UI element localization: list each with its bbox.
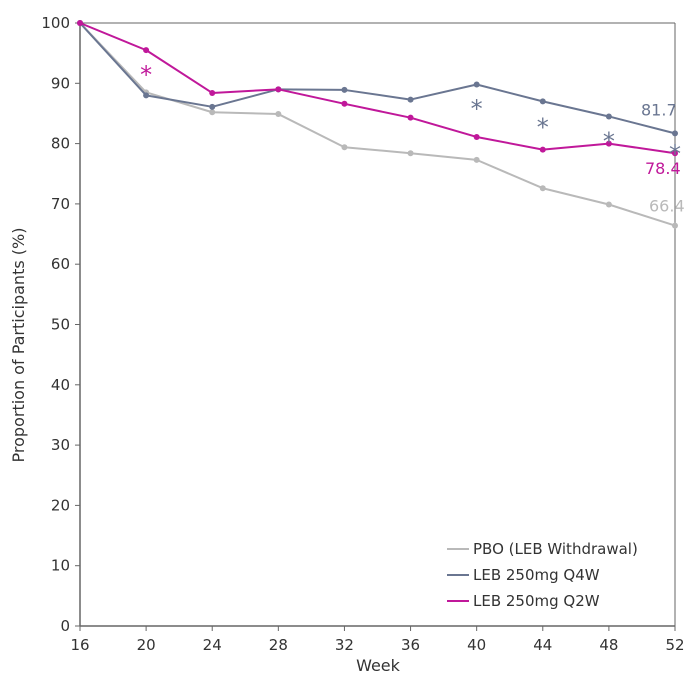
- x-tick-label: 48: [599, 636, 618, 654]
- x-tick-label: 32: [335, 636, 354, 654]
- data-point: [605, 201, 612, 208]
- y-tick-label: 30: [51, 436, 70, 454]
- data-point: [539, 146, 546, 153]
- legend-label: LEB 250mg Q2W: [473, 592, 600, 610]
- y-tick-label: 40: [51, 376, 70, 394]
- series-3: 78.4: [77, 20, 681, 178]
- x-tick-label: 20: [137, 636, 156, 654]
- data-point: [77, 20, 83, 26]
- data-point: [539, 98, 546, 105]
- y-axis-label: Proportion of Participants (%): [9, 228, 28, 463]
- data-point: [143, 92, 150, 99]
- annotation-layer: * * * * *: [140, 61, 681, 168]
- series-line: [79, 22, 676, 227]
- series-layer: 66.4 81.7 78.4: [77, 20, 685, 229]
- significance-marker: *: [537, 114, 549, 142]
- x-axis-label: Week: [356, 656, 401, 675]
- data-point: [209, 103, 216, 110]
- x-tick-label: 52: [665, 636, 684, 654]
- data-point: [209, 109, 216, 116]
- x-tick-label: 24: [203, 636, 222, 654]
- data-point: [341, 86, 348, 93]
- legend-label: PBO (LEB Withdrawal): [473, 540, 638, 558]
- y-tick-label: 50: [51, 316, 70, 334]
- data-point: [672, 222, 678, 229]
- y-tick-label: 20: [51, 496, 70, 514]
- data-point: [407, 150, 414, 157]
- data-point: [605, 140, 612, 147]
- y-tick-label: 90: [51, 74, 70, 92]
- y-tick-label: 0: [60, 617, 70, 635]
- series-line: [79, 22, 676, 155]
- data-point: [473, 156, 480, 163]
- y-tick-label: 70: [51, 195, 70, 213]
- axes: 0 10 20 30 40 50 60 70 80 90 100 16 20 24 28 32 36 40 44 48…: [41, 14, 684, 654]
- y-tick-label: 80: [51, 135, 70, 153]
- series-line: [79, 22, 676, 135]
- significance-marker: *: [140, 61, 152, 89]
- data-point: [341, 100, 348, 107]
- data-point: [209, 89, 216, 96]
- data-point: [672, 130, 678, 137]
- x-tick-label: 44: [533, 636, 552, 654]
- data-point: [407, 96, 414, 103]
- data-point: [275, 86, 282, 93]
- legend-label: LEB 250mg Q4W: [473, 566, 600, 584]
- data-point: [407, 114, 414, 121]
- data-point: [605, 113, 612, 120]
- legend: PBO (LEB Withdrawal) LEB 250mg Q4W LEB 250…: [447, 540, 638, 610]
- x-tick-label: 36: [401, 636, 420, 654]
- data-point: [143, 47, 150, 54]
- data-point: [672, 150, 678, 157]
- y-tick-label: 100: [41, 14, 70, 32]
- end-value-label: 78.4: [645, 159, 681, 178]
- significance-marker: *: [471, 95, 483, 123]
- legend-item: LEB 250mg Q2W: [447, 592, 600, 610]
- data-point: [473, 133, 480, 140]
- y-tick-label: 10: [51, 557, 70, 575]
- series-2: 81.7: [77, 20, 678, 137]
- end-value-label: 81.7: [641, 100, 677, 119]
- significance-marker: *: [669, 140, 681, 168]
- significance-marker: *: [603, 128, 615, 156]
- series-1: 66.4: [77, 20, 685, 229]
- x-tick-label: 16: [70, 636, 89, 654]
- legend-item: LEB 250mg Q4W: [447, 566, 600, 584]
- legend-item: PBO (LEB Withdrawal): [447, 540, 638, 558]
- data-point: [473, 81, 480, 88]
- x-tick-label: 28: [269, 636, 288, 654]
- data-point: [539, 185, 546, 192]
- data-point: [341, 144, 348, 151]
- y-tick-label: 60: [51, 255, 70, 273]
- end-value-label: 66.4: [649, 197, 685, 216]
- x-tick-label: 40: [467, 636, 486, 654]
- data-point: [275, 111, 282, 118]
